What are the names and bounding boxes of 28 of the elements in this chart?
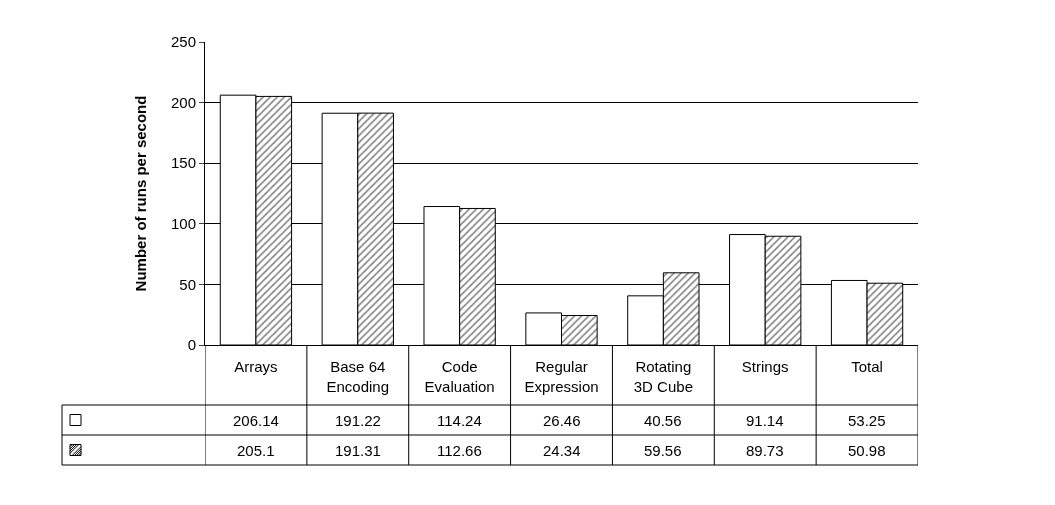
data-label: 191.22 bbox=[335, 412, 381, 429]
y-tick-label: 100 bbox=[170, 215, 196, 233]
x-tick-label: Code Evaluation bbox=[424, 358, 495, 395]
data-label: 91.14 bbox=[746, 412, 784, 429]
data-label: 112.66 bbox=[437, 442, 482, 459]
data-label: 59.56 bbox=[644, 442, 682, 459]
data-label: 53.25 bbox=[848, 412, 886, 429]
data-label: 40.56 bbox=[644, 412, 682, 429]
data-label: 26.46 bbox=[543, 412, 581, 429]
x-tick-label: Arrays bbox=[234, 358, 278, 375]
data-label: 50.98 bbox=[848, 442, 886, 459]
y-tick-label: 250 bbox=[170, 33, 196, 51]
x-tick-label: Strings bbox=[741, 358, 789, 375]
data-label: 191.31 bbox=[335, 442, 381, 459]
y-tick-label: 150 bbox=[170, 154, 196, 172]
y-tick-label: 200 bbox=[170, 93, 196, 111]
y-tick-label: 50 bbox=[179, 275, 196, 293]
x-tick-label: Regular Expression bbox=[524, 358, 599, 395]
y-axis-title: Number of runs per second bbox=[132, 95, 150, 292]
data-label: 24.34 bbox=[543, 442, 581, 459]
data-label: 205.1 bbox=[237, 442, 275, 459]
data-label: 114.24 bbox=[437, 412, 482, 429]
data-label: 206.14 bbox=[233, 412, 279, 429]
x-tick-label: Total bbox=[851, 358, 883, 375]
x-tick-label: Rotating 3D Cube bbox=[633, 358, 693, 395]
y-tick-label: 0 bbox=[187, 336, 196, 354]
x-tick-label: Base 64 Encoding bbox=[326, 358, 390, 395]
data-label: 89.73 bbox=[746, 442, 784, 459]
